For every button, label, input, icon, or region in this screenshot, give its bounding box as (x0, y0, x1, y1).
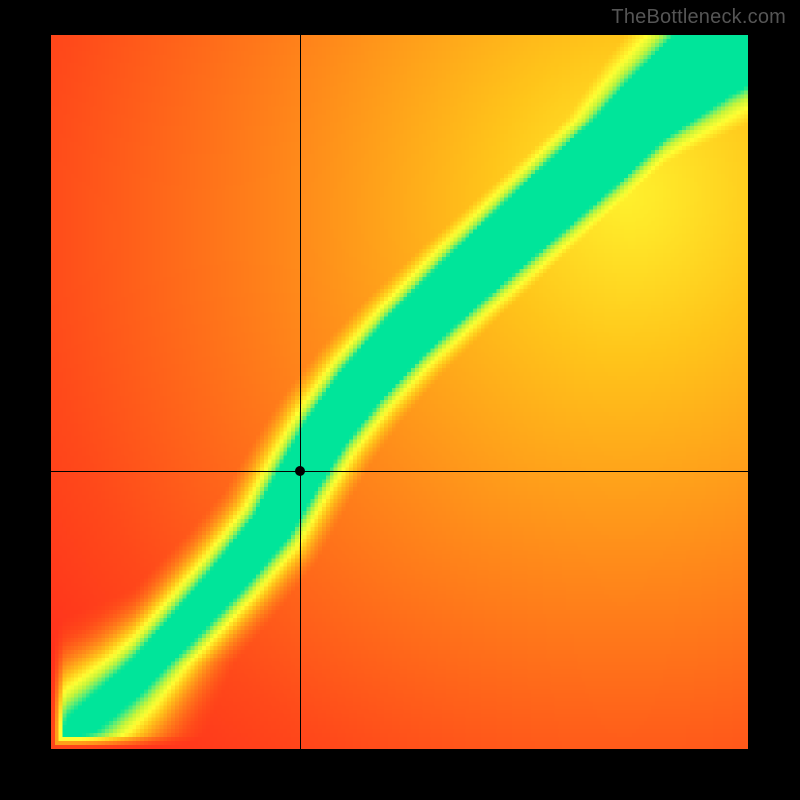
plot-area (51, 35, 748, 749)
watermark: TheBottleneck.com (611, 6, 786, 29)
crosshair-marker (295, 466, 305, 476)
heatmap-canvas (51, 35, 748, 749)
crosshair-vertical (300, 35, 301, 749)
chart-container: TheBottleneck.com (0, 0, 800, 800)
crosshair-horizontal (51, 471, 748, 472)
